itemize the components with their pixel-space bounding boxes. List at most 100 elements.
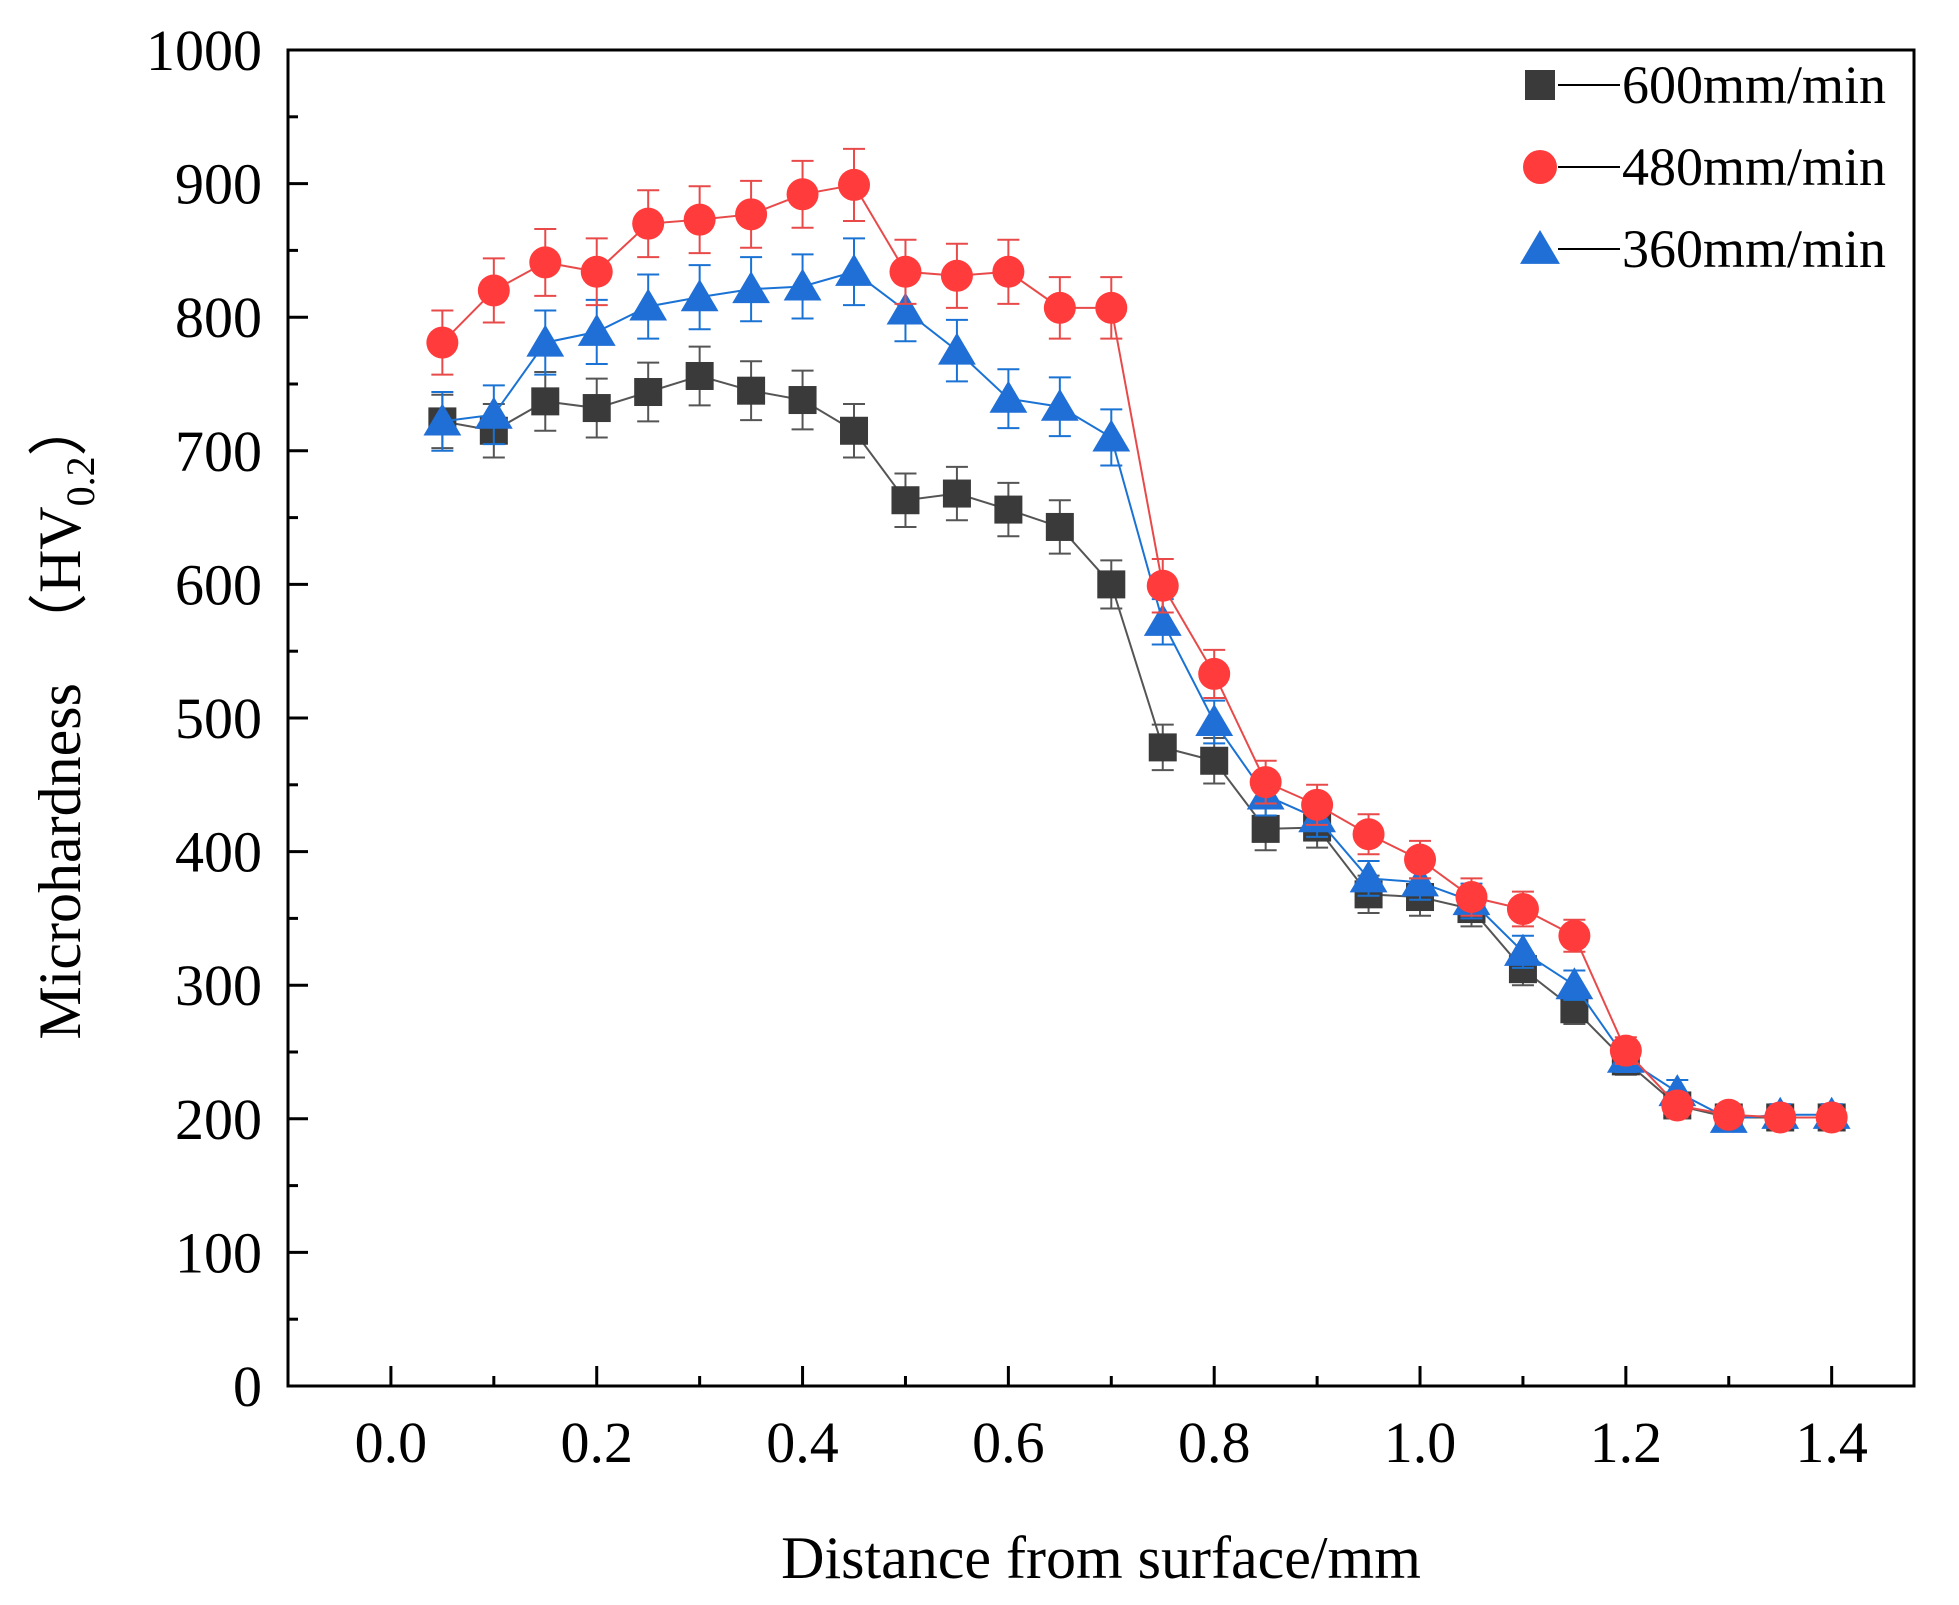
series-line xyxy=(442,374,1832,1119)
data-point xyxy=(1455,881,1488,914)
data-point xyxy=(1609,1034,1642,1067)
data-point xyxy=(1301,788,1334,821)
y-tick-label: 1000 xyxy=(146,18,262,83)
legend-marker xyxy=(1520,230,1560,264)
x-tick-label: 0.8 xyxy=(1178,1410,1251,1475)
data-point xyxy=(426,326,459,359)
data-point xyxy=(835,253,873,286)
data-point xyxy=(423,403,462,436)
y-tick-label: 0 xyxy=(233,1354,262,1419)
data-point xyxy=(1043,291,1076,324)
data-point xyxy=(632,207,665,240)
data-point xyxy=(786,178,819,211)
series-line xyxy=(441,183,1832,1119)
data-point xyxy=(1200,746,1229,775)
series-480mm/min xyxy=(426,147,1848,1134)
y-tick-label: 600 xyxy=(175,552,262,617)
data-point xyxy=(732,271,771,304)
data-point xyxy=(529,246,562,279)
series-360mm/min xyxy=(423,237,1851,1133)
legend-marker xyxy=(1523,150,1557,184)
data-point xyxy=(1506,893,1539,926)
data-point xyxy=(1815,1101,1848,1134)
legend-item: 480mm/min xyxy=(1523,137,1886,197)
y-axis-title-close: ） xyxy=(27,396,93,456)
x-tick-label: 0.6 xyxy=(972,1410,1045,1475)
data-point xyxy=(1251,814,1280,843)
y-tick-label: 200 xyxy=(175,1087,262,1152)
data-point xyxy=(1092,419,1131,452)
data-point xyxy=(477,274,510,307)
data-point xyxy=(683,203,716,236)
data-point xyxy=(629,288,668,321)
series-600mm/min xyxy=(428,345,1846,1132)
data-point xyxy=(992,255,1025,288)
legend-label: 480mm/min xyxy=(1622,137,1886,197)
data-point xyxy=(1764,1101,1797,1134)
x-tick-label: 0.4 xyxy=(766,1410,839,1475)
data-point xyxy=(1558,919,1591,952)
x-tick-label: 1.2 xyxy=(1590,1410,1663,1475)
data-point xyxy=(889,255,922,288)
x-axis-title: Distance from surface/mm xyxy=(781,1525,1421,1591)
data-point xyxy=(1712,1098,1745,1131)
data-point xyxy=(942,479,971,508)
x-tick-label: 0.0 xyxy=(355,1410,428,1475)
data-point xyxy=(577,313,616,346)
data-point xyxy=(1097,570,1126,599)
data-point xyxy=(1504,933,1542,966)
data-point xyxy=(735,198,768,231)
data-point xyxy=(886,292,925,325)
legend-item: 360mm/min xyxy=(1520,219,1886,279)
data-point xyxy=(940,259,973,292)
svg-text:Microhardness （HV0.2）: Microhardness （HV0.2） xyxy=(27,396,103,1039)
data-point xyxy=(582,394,611,423)
legend: 600mm/min 480mm/min 360mm/min xyxy=(1520,55,1886,279)
data-point xyxy=(680,279,719,312)
data-point xyxy=(1040,388,1079,421)
data-point xyxy=(891,486,920,515)
data-point xyxy=(994,495,1023,524)
data-point xyxy=(580,255,613,288)
y-axis-ticks: 0 100 200 300 400 500 600 700 800 900 1000 xyxy=(146,18,308,1419)
data-point xyxy=(531,387,560,416)
y-tick-label: 700 xyxy=(175,419,262,484)
data-point xyxy=(1143,603,1182,636)
legend-label: 600mm/min xyxy=(1622,55,1886,115)
data-point xyxy=(1555,967,1594,1000)
y-axis-title-main: Microhardness （HV xyxy=(27,506,93,1039)
legend-label: 360mm/min xyxy=(1622,219,1886,279)
y-tick-label: 100 xyxy=(175,1220,262,1285)
series-line xyxy=(442,270,1832,1120)
data-point xyxy=(788,386,817,415)
data-point xyxy=(1661,1089,1694,1122)
data-point xyxy=(783,268,822,301)
data-point xyxy=(1249,766,1282,799)
data-point xyxy=(1146,569,1179,602)
y-tick-label: 500 xyxy=(175,686,262,751)
x-tick-label: 1.0 xyxy=(1384,1410,1457,1475)
data-point xyxy=(1198,657,1231,690)
legend-marker xyxy=(1525,70,1555,100)
y-axis-title: Microhardness （HV0.2） xyxy=(27,396,103,1039)
y-tick-label: 400 xyxy=(175,820,262,885)
data-point xyxy=(1045,512,1074,541)
y-axis-title-subscript: 0.2 xyxy=(58,456,103,506)
data-point xyxy=(634,378,663,407)
data-point xyxy=(474,396,513,429)
data-point xyxy=(526,324,565,357)
x-tick-label: 0.2 xyxy=(560,1410,633,1475)
data-point xyxy=(1195,704,1234,737)
data-point xyxy=(1352,818,1385,851)
legend-item: 600mm/min xyxy=(1525,55,1886,115)
data-point xyxy=(838,168,871,201)
data-point xyxy=(989,380,1028,413)
x-tick-label: 1.4 xyxy=(1795,1410,1868,1475)
data-point xyxy=(1404,843,1437,876)
data-point xyxy=(1095,291,1128,324)
data-point xyxy=(1349,860,1388,893)
data-point xyxy=(938,332,976,365)
series-layer xyxy=(423,147,1851,1134)
y-tick-label: 800 xyxy=(175,285,262,350)
y-tick-label: 300 xyxy=(175,953,262,1018)
